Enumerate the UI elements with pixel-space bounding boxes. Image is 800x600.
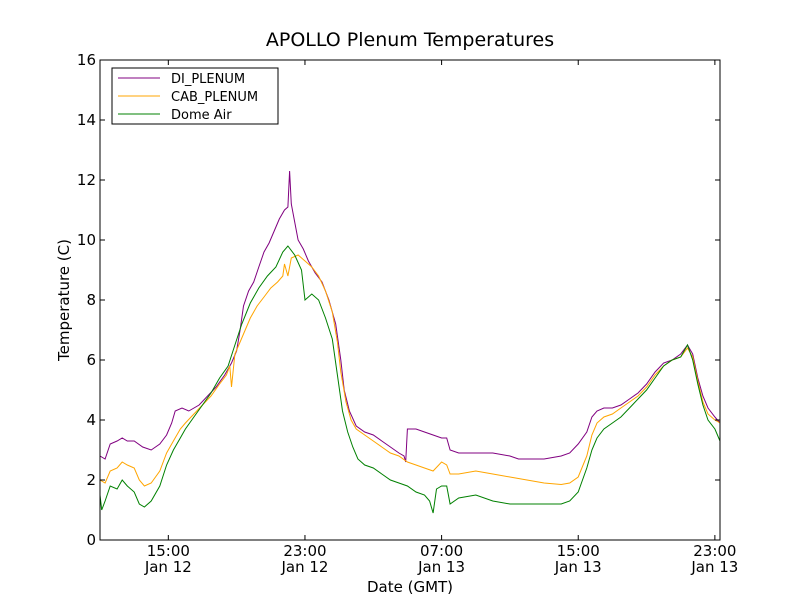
x-tick-label-date: Jan 12 [280, 558, 328, 576]
y-tick-label: 4 [86, 411, 96, 429]
x-tick-label-time: 23:00 [693, 542, 736, 560]
y-axis-label: Temperature (C) [55, 239, 73, 362]
y-tick-label: 2 [86, 471, 96, 489]
y-tick-label: 10 [77, 231, 96, 249]
chart-title: APOLLO Plenum Temperatures [266, 29, 554, 51]
y-tick-label: 12 [77, 171, 96, 189]
y-tick-label: 8 [86, 291, 96, 309]
legend-label: CAB_PLENUM [171, 90, 258, 105]
x-tick-label-date: Jan 13 [417, 558, 465, 576]
legend-label: Dome Air [171, 108, 232, 123]
series-line-dome-air [99, 245, 721, 514]
series-line-di-plenum [99, 170, 721, 463]
legend: DI_PLENUM CAB_PLENUM Dome Air [111, 67, 279, 125]
x-axis-label: Date (GMT) [367, 578, 453, 596]
y-tick-label: 6 [86, 351, 96, 369]
x-tick-label-time: 23:00 [283, 542, 326, 560]
x-tick-label-date: Jan 12 [144, 558, 192, 576]
x-tick-label-time: 07:00 [420, 542, 463, 560]
x-tick-label-date: Jan 13 [690, 558, 738, 576]
plot-frame [99, 59, 721, 541]
y-axis-ticks: 0 2 4 6 8 10 12 14 16 [77, 51, 720, 549]
x-tick-label-time: 15:00 [557, 542, 600, 560]
legend-entries: DI_PLENUM CAB_PLENUM Dome Air [118, 72, 258, 123]
series-line-cab-plenum [99, 254, 721, 487]
y-tick-label: 16 [77, 51, 96, 69]
x-tick-label-date: Jan 13 [554, 558, 602, 576]
y-tick-label: 0 [86, 531, 96, 549]
x-tick-label-time: 15:00 [147, 542, 190, 560]
legend-label: DI_PLENUM [171, 72, 245, 87]
y-tick-label: 14 [77, 111, 96, 129]
plot-lines [99, 170, 721, 514]
